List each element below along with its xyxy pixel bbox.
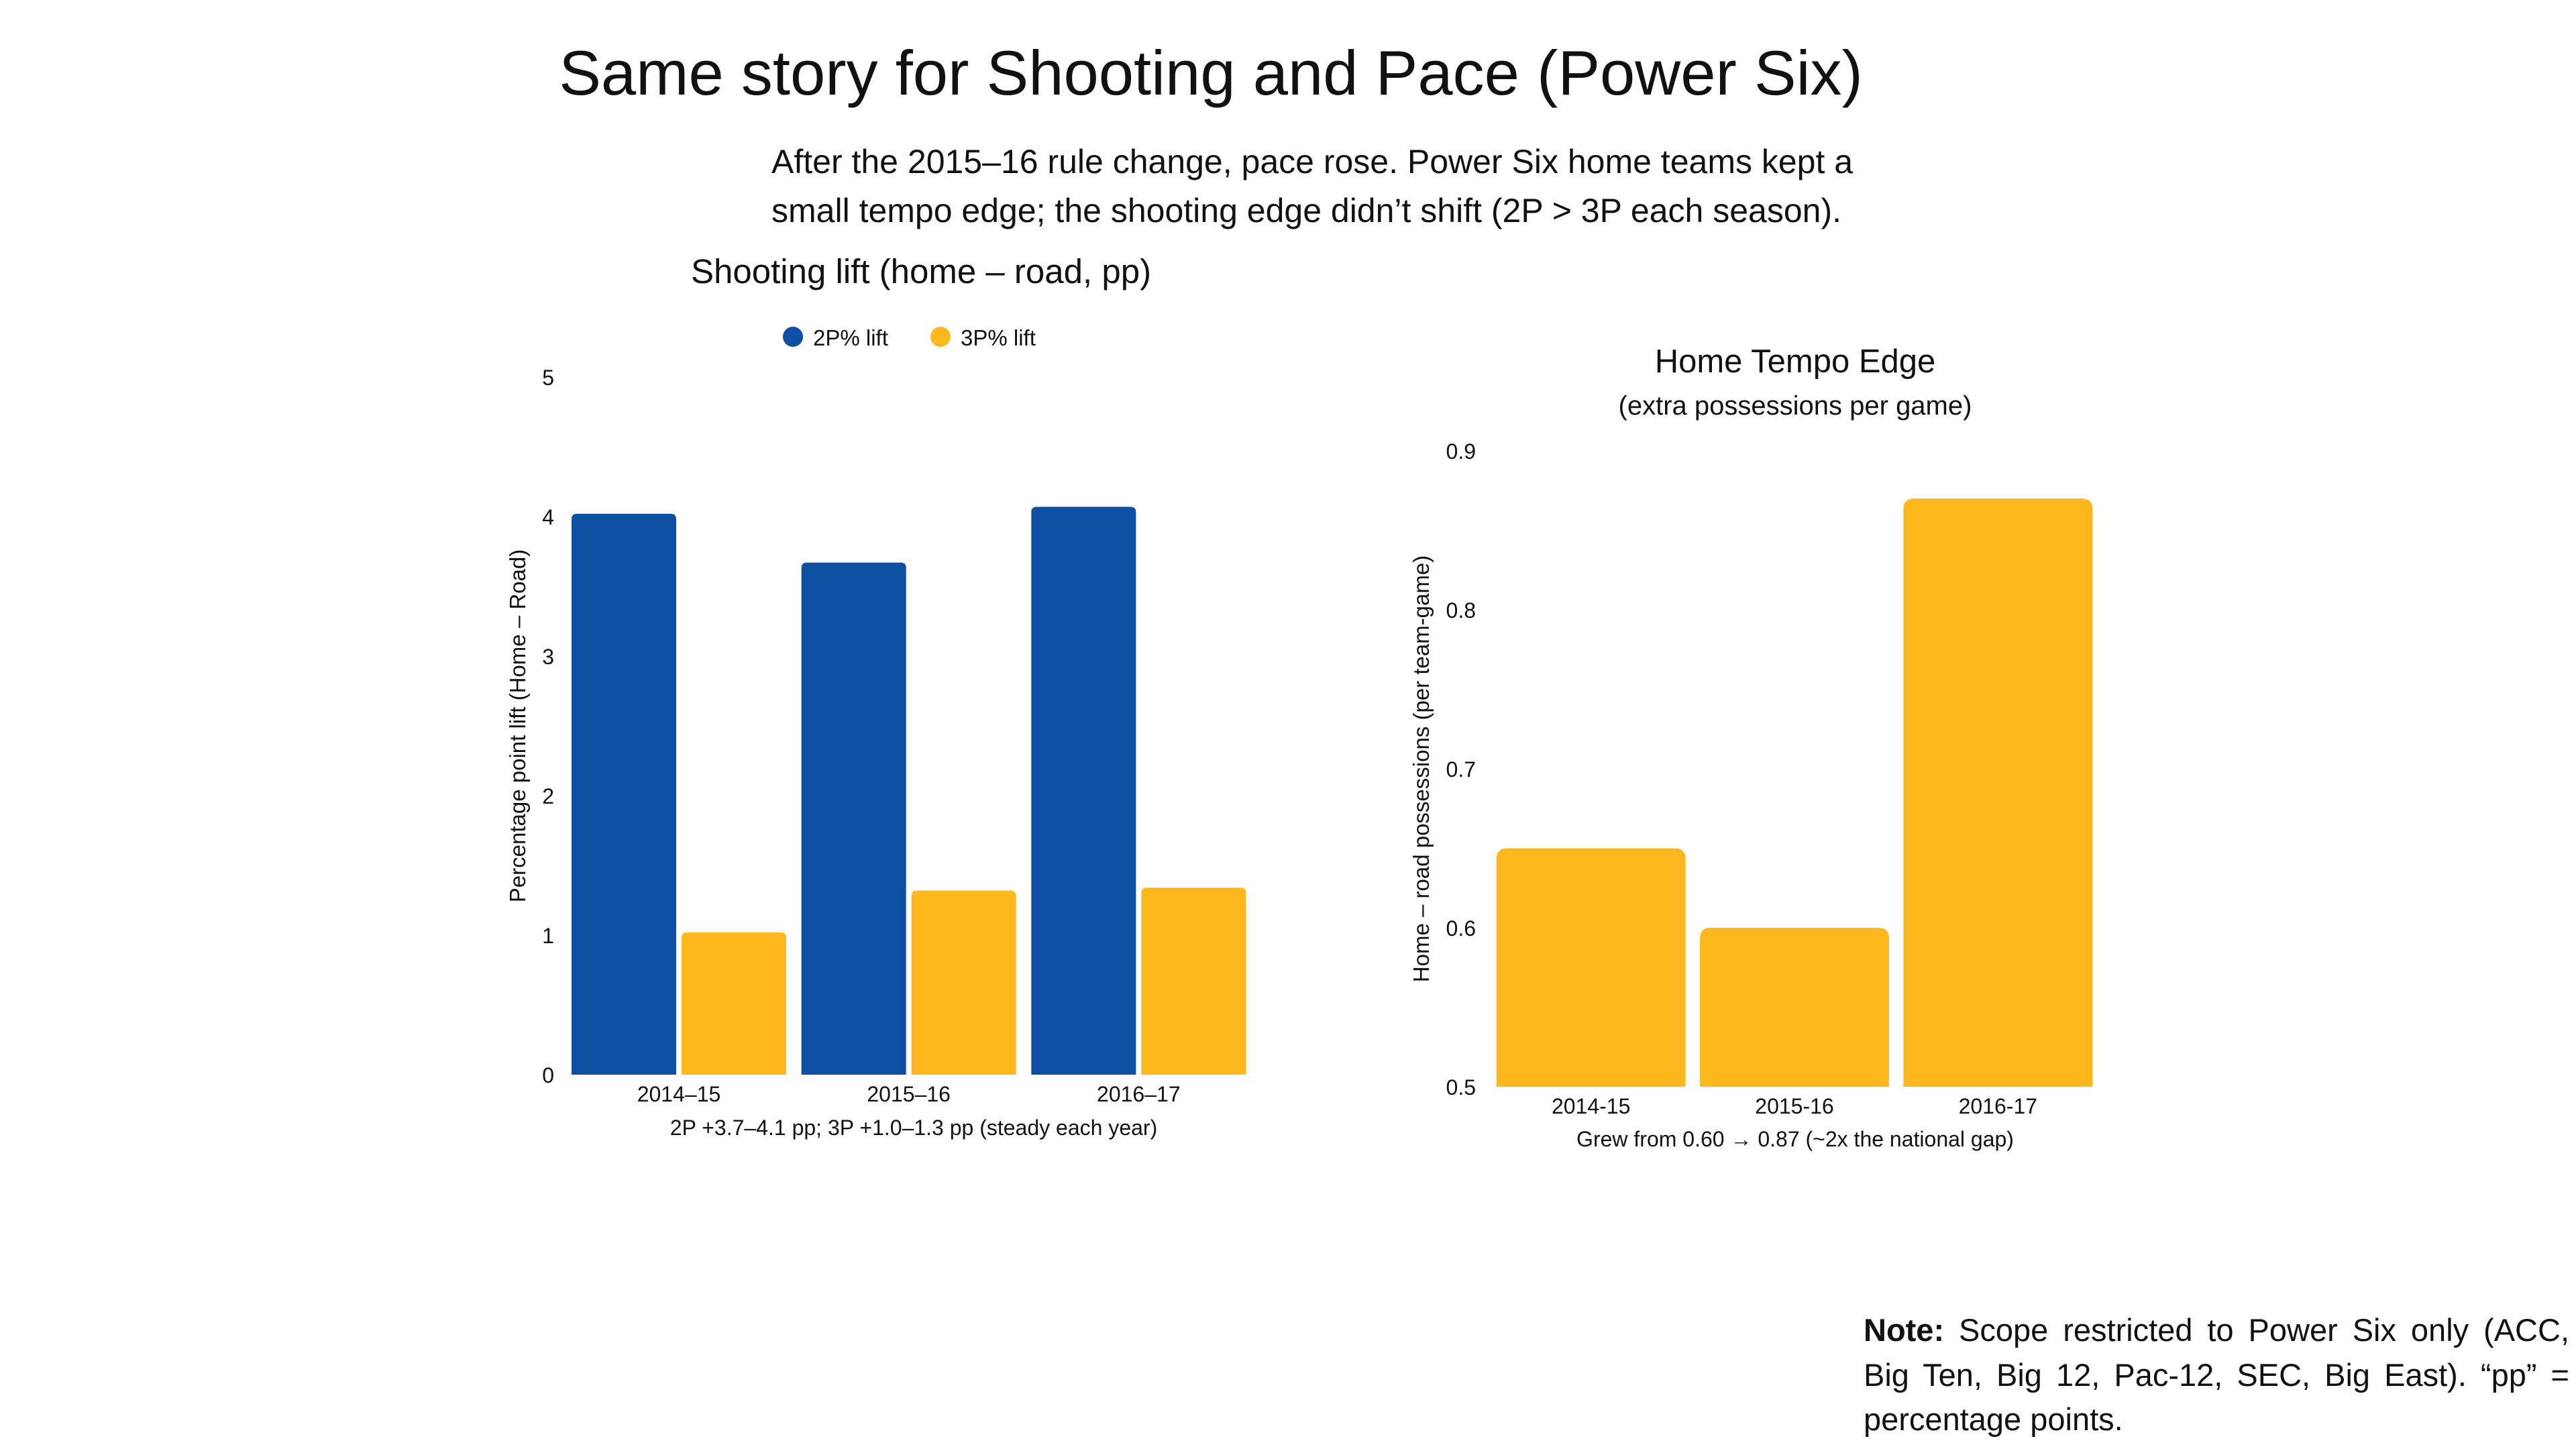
shooting-bar-2p-2 bbox=[801, 562, 906, 1075]
legend-label-1: 2P% lift bbox=[813, 325, 888, 350]
tempo-bar-2 bbox=[1700, 928, 1889, 1087]
shooting-y-tick: 4 bbox=[542, 505, 554, 529]
note-label: Note: bbox=[1864, 1312, 1945, 1348]
shooting-bar-2p-1 bbox=[572, 513, 676, 1075]
tempo-y-tick: 0.6 bbox=[1446, 916, 1476, 941]
shooting-y-tick: 1 bbox=[542, 924, 554, 948]
tempo-y-tick: 0.8 bbox=[1446, 598, 1476, 623]
shooting-bar-2p-3 bbox=[1031, 506, 1136, 1075]
tempo-y-tick: 0.9 bbox=[1446, 439, 1476, 464]
tempo-x-tick: 2014-15 bbox=[1552, 1094, 1630, 1118]
legend-swatch-1 bbox=[783, 327, 803, 347]
page-subtitle: After the 2015–16 rule change, pace rose… bbox=[771, 143, 1854, 229]
tempo-y-axis-label: Home – road possessions (per team-game) bbox=[1409, 555, 1434, 982]
shooting-y-tick: 0 bbox=[542, 1063, 554, 1087]
shooting-y-axis-label: Percentage point lift (Home – Road) bbox=[505, 549, 530, 902]
shooting-x-axis-label: 2P +3.7–4.1 pp; 3P +1.0–1.3 pp (steady e… bbox=[670, 1116, 1157, 1140]
legend-label-2: 3P% lift bbox=[961, 325, 1036, 350]
shooting-bar-3p-2 bbox=[911, 890, 1016, 1075]
shooting-bar-3p-1 bbox=[682, 932, 786, 1075]
tempo-y-tick: 0.5 bbox=[1446, 1075, 1476, 1099]
shooting-x-tick: 2016–17 bbox=[1097, 1082, 1181, 1106]
tempo-chart-title: Home Tempo Edge bbox=[1655, 343, 1936, 380]
shooting-y-tick: 5 bbox=[542, 366, 554, 390]
shooting-x-tick: 2015–16 bbox=[867, 1082, 951, 1106]
legend-swatch-2 bbox=[930, 327, 951, 347]
note-block: Note: Scope restricted to Power Six only… bbox=[1864, 1308, 2569, 1442]
tempo-bar-1 bbox=[1496, 848, 1686, 1087]
shooting-chart-title: Shooting lift (home – road, pp) bbox=[691, 252, 1152, 290]
tempo-x-tick: 2016-17 bbox=[1959, 1094, 2037, 1118]
tempo-chart-subtitle: (extra possessions per game) bbox=[1619, 391, 1972, 421]
tempo-bar-3 bbox=[1903, 498, 2093, 1087]
shooting-x-tick: 2014–15 bbox=[637, 1082, 721, 1106]
shooting-y-tick: 2 bbox=[542, 784, 554, 808]
shooting-bar-3p-3 bbox=[1141, 888, 1246, 1075]
note-text: Scope restricted to Power Six only (ACC,… bbox=[1864, 1312, 2570, 1438]
tempo-x-axis-label: Grew from 0.60 → 0.87 (~2x the national … bbox=[1576, 1127, 2014, 1151]
tempo-y-tick: 0.7 bbox=[1446, 757, 1476, 782]
tempo-x-tick: 2015-16 bbox=[1755, 1094, 1833, 1118]
page-title: Same story for Shooting and Pace (Power … bbox=[559, 38, 1863, 108]
shooting-y-tick: 3 bbox=[542, 645, 554, 669]
